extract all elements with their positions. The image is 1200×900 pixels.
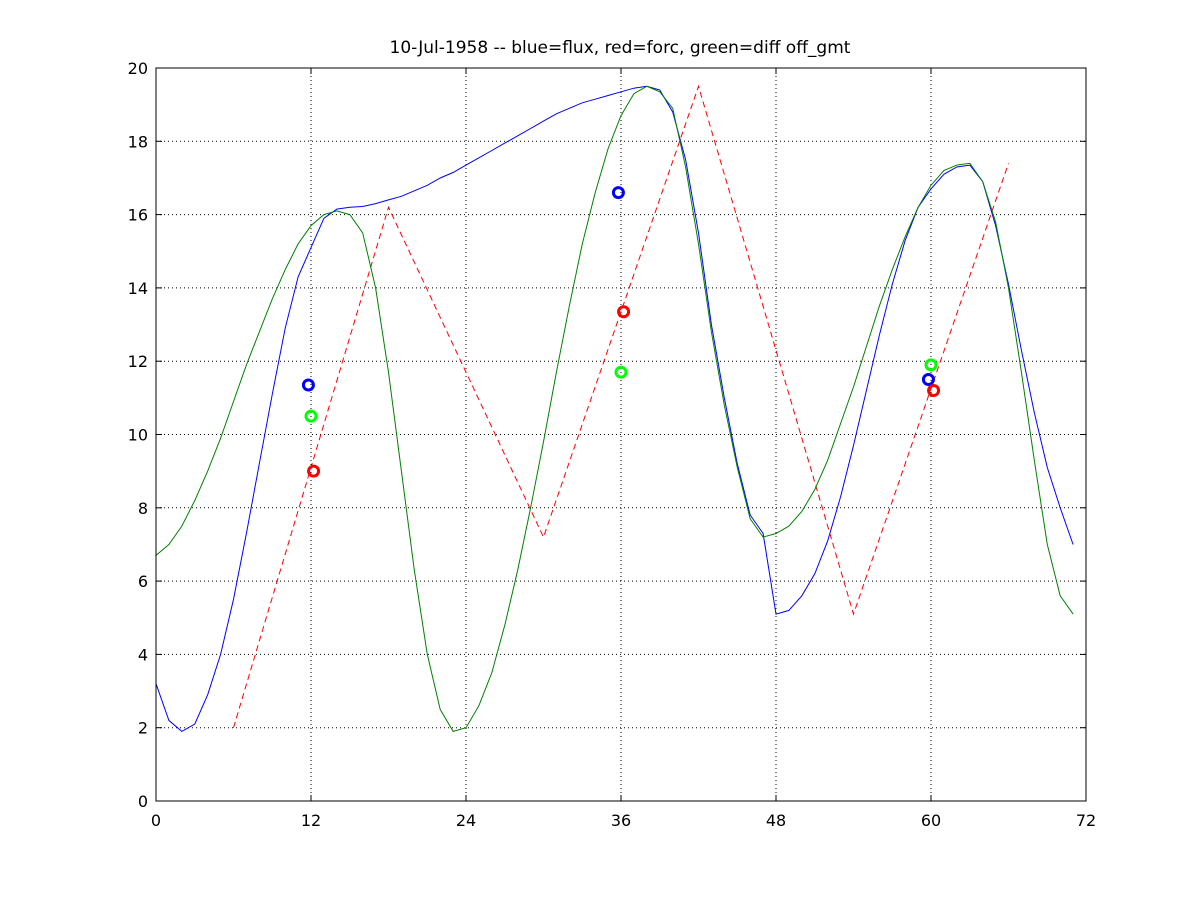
x-tick-label: 48: [766, 811, 786, 830]
y-tick-label: 4: [138, 645, 148, 664]
x-tick-label: 24: [456, 811, 476, 830]
diff-line: [155, 85, 1074, 732]
forc-markers-point: [307, 464, 321, 478]
x-tick-label: 72: [1076, 811, 1096, 830]
flux-markers-point: [921, 373, 935, 387]
diff-markers-point: [614, 365, 628, 379]
forc-markers-point: [617, 305, 631, 319]
chart-title: 10-Jul-1958 -- blue=flux, red=forc, gree…: [390, 38, 851, 58]
y-tick-label: 12: [128, 352, 148, 371]
grid: [156, 68, 1086, 801]
x-tick-label: 0: [151, 811, 161, 830]
x-tick-label: 60: [921, 811, 941, 830]
y-tick-label: 8: [138, 499, 148, 518]
forc-markers-point: [927, 384, 941, 398]
y-tick-label: 18: [128, 132, 148, 151]
diff-markers-point: [304, 409, 318, 423]
marker-layer: [301, 186, 941, 478]
flux-markers-point: [301, 378, 315, 392]
diff-markers-point: [924, 358, 938, 372]
x-tick-label: 36: [611, 811, 631, 830]
y-tick-label: 0: [138, 792, 148, 811]
y-tick-label: 6: [138, 572, 148, 591]
y-tick-label: 14: [128, 279, 148, 298]
y-tick-label: 20: [128, 59, 148, 78]
y-tick-label: 16: [128, 206, 148, 225]
x-tick-label: 12: [301, 811, 321, 830]
flux-markers-point: [611, 186, 625, 200]
series-layer: [155, 84, 1074, 733]
y-tick-label: 10: [128, 426, 148, 445]
forc-line: [233, 84, 1009, 728]
y-tick-label: 2: [138, 719, 148, 738]
